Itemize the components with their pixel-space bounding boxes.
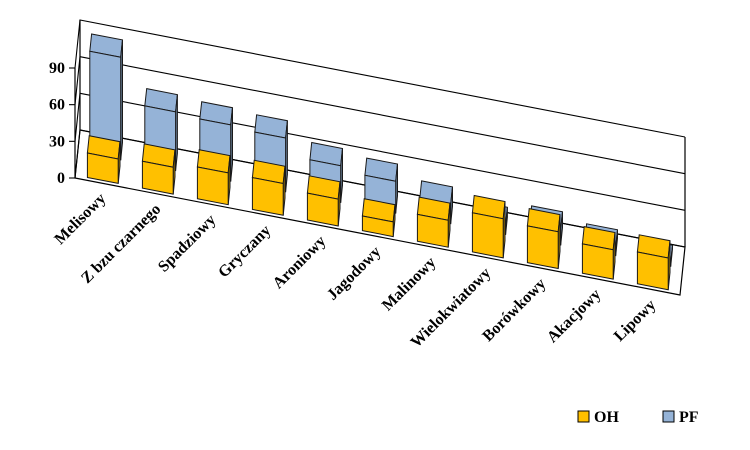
bar-OH-3 [196,149,231,206]
y-tick-label: 0 [57,170,65,187]
legend-label: PF [679,409,699,426]
legend: OH PF [577,409,699,426]
bar-front [196,166,229,206]
bar-front [636,251,669,291]
x-tick-label: Melisowy [51,190,109,248]
x-tick-label: Jagodowy [324,243,384,303]
legend-item-OH: OH [577,409,619,426]
bar-OH-10 [581,226,616,280]
y-tick-label: 90 [49,60,65,77]
bar-OH-2 [141,143,176,195]
legend-item-PF: PF [662,409,699,426]
legend-swatch [577,410,590,423]
bar-OH-9 [526,208,561,270]
bar-OH-7 [416,196,451,248]
bar-front [471,212,504,259]
bar-front [361,215,394,238]
bar-front [141,160,174,195]
x-tick-label: Akacjowy [544,286,604,346]
bar-front [306,192,339,227]
gridline-30 [74,92,686,211]
bar-OH-1 [86,135,121,185]
bar-front [581,243,614,280]
x-tick-label: Borówkowy [479,275,549,345]
bar-OH-6 [361,198,396,238]
legend-swatch [662,410,675,423]
x-tick-label: Aroniowy [270,233,330,293]
x-tick-label: Spadziowy [155,211,219,275]
legend-label: OH [594,409,619,426]
x-tick-label: Malinowy [379,254,439,314]
gridline-90 [74,19,686,138]
x-tick-label: Gryczany [215,222,274,281]
y-tick-label: 60 [49,97,65,114]
bar-front [416,213,449,248]
bar-OH-5 [306,175,341,227]
bar-OH-11 [636,234,671,291]
x-tick-label: Lipowy [611,296,659,344]
bars [86,33,674,291]
bar-OH-8 [471,194,506,259]
bar-front [86,152,119,185]
gridline-60 [74,56,686,175]
y-axis: 0 30 60 90 [49,60,75,187]
bar-front [526,225,559,270]
bar-OH-4 [251,159,286,216]
bar-front [251,176,284,216]
y-tick-label: 30 [49,133,65,150]
